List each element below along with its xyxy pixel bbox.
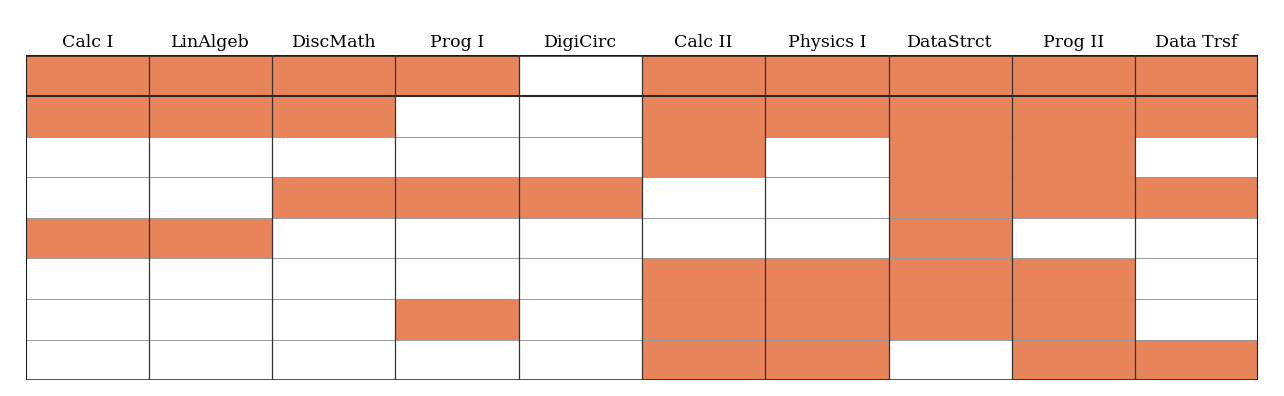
Bar bbox=[149, 96, 272, 137]
Bar bbox=[1012, 96, 1135, 137]
Text: Prog II: Prog II bbox=[1043, 34, 1104, 51]
Bar bbox=[642, 258, 765, 299]
Bar bbox=[395, 177, 519, 218]
Bar bbox=[1012, 137, 1135, 177]
Bar bbox=[765, 96, 889, 137]
Bar bbox=[889, 177, 1012, 218]
Bar bbox=[272, 55, 395, 96]
Bar bbox=[1135, 55, 1258, 96]
Bar bbox=[26, 55, 149, 96]
Bar bbox=[889, 96, 1012, 137]
Text: Physics I: Physics I bbox=[787, 34, 867, 51]
Bar bbox=[1012, 299, 1135, 339]
Bar bbox=[1135, 339, 1258, 380]
Bar bbox=[765, 258, 889, 299]
Bar bbox=[1012, 55, 1135, 96]
Bar bbox=[26, 218, 149, 258]
Bar bbox=[642, 55, 765, 96]
Bar bbox=[395, 299, 519, 339]
Text: DigiCirc: DigiCirc bbox=[544, 34, 616, 51]
Bar bbox=[889, 55, 1012, 96]
Bar bbox=[1012, 339, 1135, 380]
Bar bbox=[272, 177, 395, 218]
Bar bbox=[26, 96, 149, 137]
Text: Calc II: Calc II bbox=[674, 34, 733, 51]
Text: DiscMath: DiscMath bbox=[291, 34, 376, 51]
Bar bbox=[519, 177, 642, 218]
Bar bbox=[642, 339, 765, 380]
Bar bbox=[642, 299, 765, 339]
Text: LinAlgeb: LinAlgeb bbox=[171, 34, 250, 51]
Bar bbox=[1135, 96, 1258, 137]
Text: DataStrct: DataStrct bbox=[908, 34, 993, 51]
Bar bbox=[642, 137, 765, 177]
Bar bbox=[149, 55, 272, 96]
Bar bbox=[272, 96, 395, 137]
Bar bbox=[395, 55, 519, 96]
Bar bbox=[889, 137, 1012, 177]
Bar bbox=[149, 218, 272, 258]
Bar bbox=[889, 258, 1012, 299]
Bar bbox=[1012, 258, 1135, 299]
Bar bbox=[642, 96, 765, 137]
Bar bbox=[1012, 177, 1135, 218]
Text: Data Trsf: Data Trsf bbox=[1156, 34, 1238, 51]
Bar bbox=[765, 339, 889, 380]
Bar bbox=[889, 299, 1012, 339]
Bar bbox=[765, 299, 889, 339]
Bar bbox=[889, 218, 1012, 258]
Text: Prog I: Prog I bbox=[430, 34, 484, 51]
Text: Calc I: Calc I bbox=[62, 34, 113, 51]
Bar bbox=[765, 55, 889, 96]
Bar bbox=[1135, 177, 1258, 218]
